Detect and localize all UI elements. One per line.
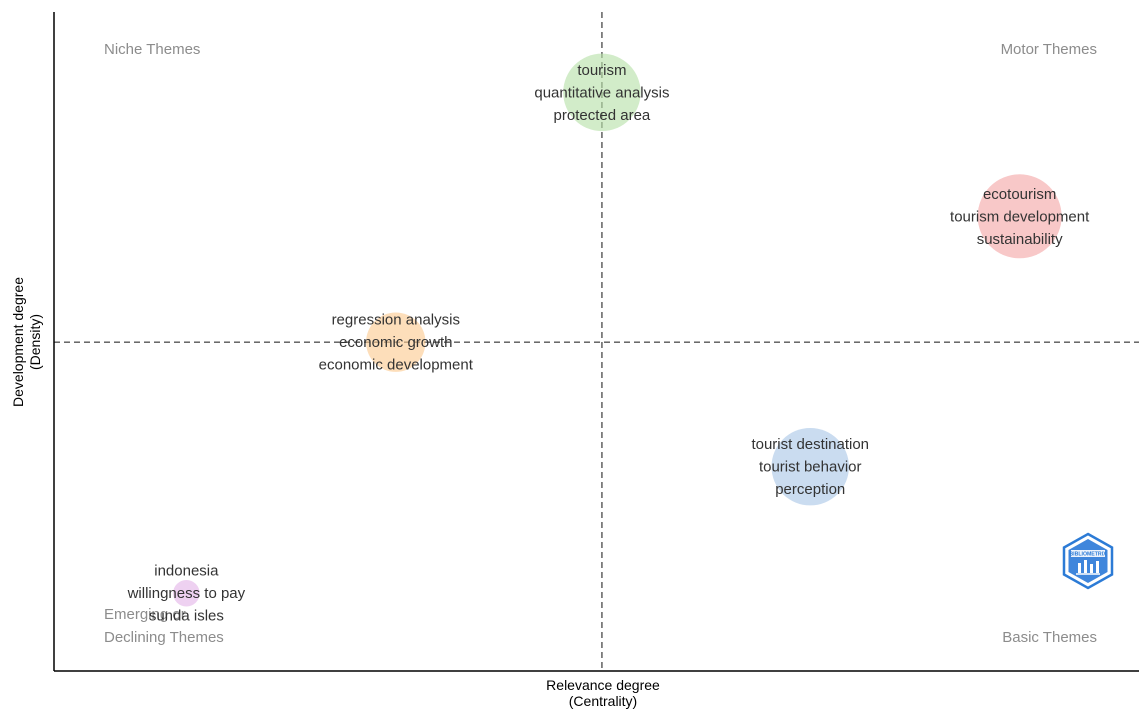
cluster-labels: tourism quantitative analysis protected ar… xyxy=(127,62,1091,625)
cluster-bubble-5 xyxy=(173,579,200,607)
cluster-2-label-2: tourism development xyxy=(950,208,1090,225)
quadrant-label-emerging: Emerging or xyxy=(104,606,186,623)
cluster-2-label-3: sustainability xyxy=(977,231,1063,248)
cluster-1-label-3: protected area xyxy=(554,107,651,124)
cluster-4-label-1: tourist destination xyxy=(751,436,869,453)
cluster-3-label-2: economic growth xyxy=(339,334,452,351)
cluster-2-label-1: ecotourism xyxy=(983,186,1056,203)
cluster-bubble-2 xyxy=(977,174,1062,259)
cluster-4-label-3: perception xyxy=(775,481,845,498)
y-axis-title: Development degree xyxy=(10,277,26,407)
quadrant-label-basic: Basic Themes xyxy=(1002,629,1097,646)
quadrant-label-niche: Niche Themes xyxy=(104,41,200,58)
cluster-bubble-1 xyxy=(563,53,641,132)
cluster-1-label-2: quantitative analysis xyxy=(534,84,669,101)
cluster-5-label-2: willingness to pay xyxy=(127,585,246,602)
bibliometrix-logo-icon: BIBLIOMETRIX xyxy=(1062,532,1114,590)
x-axis-title: Relevance degree xyxy=(546,677,660,693)
cluster-bubbles xyxy=(173,53,1062,607)
x-axis-subtitle: (Centrality) xyxy=(569,693,637,709)
quadrant-label-motor: Motor Themes xyxy=(1001,41,1097,58)
cluster-5-label-3: sunda isles xyxy=(149,608,224,625)
cluster-4-label-2: tourist behavior xyxy=(759,459,862,476)
y-axis-subtitle: (Density) xyxy=(27,314,43,370)
cluster-bubble-3 xyxy=(366,312,426,372)
quadrant-label-declining: Declining Themes xyxy=(104,629,224,646)
cluster-bubble-4 xyxy=(771,427,849,506)
cluster-1-label-1: tourism xyxy=(577,62,626,79)
cluster-5-label-1: indonesia xyxy=(154,563,219,580)
cluster-3-label-3: economic development xyxy=(319,357,474,374)
logo-text: BIBLIOMETRIX xyxy=(1069,552,1107,558)
cluster-3-label-1: regression analysis xyxy=(332,312,460,329)
